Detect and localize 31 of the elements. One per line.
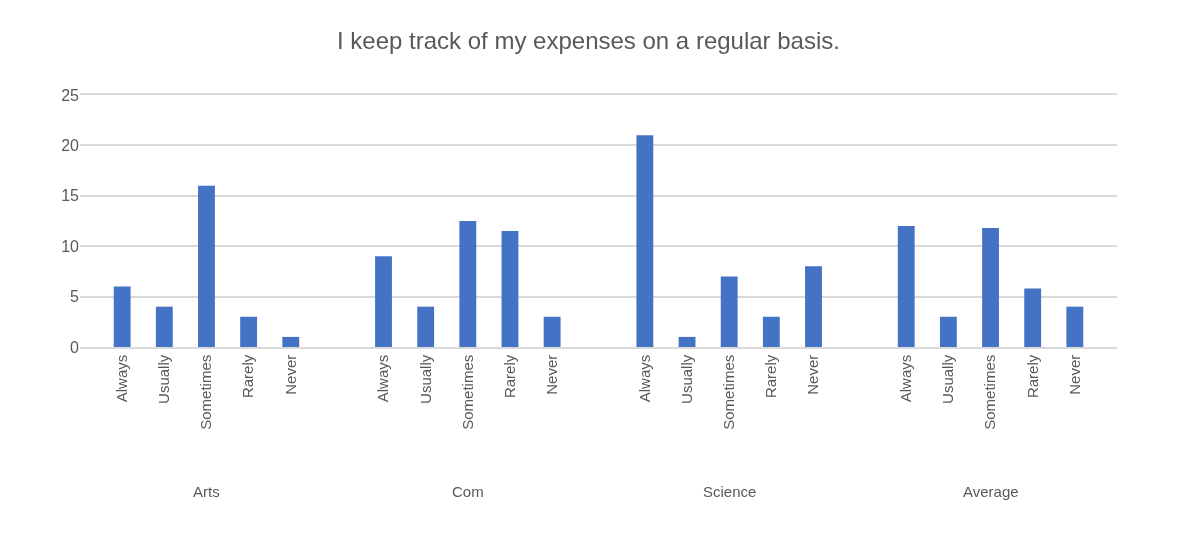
x-tick-label: Sometimes bbox=[197, 354, 215, 430]
x-tick-label: Always bbox=[897, 354, 915, 403]
y-tick-label: 20 bbox=[61, 137, 80, 154]
x-tick-label: Never bbox=[1065, 354, 1083, 395]
text: Arts bbox=[193, 483, 220, 500]
x-tick-label: Sometimes bbox=[720, 354, 738, 430]
x-tick-label: Always bbox=[113, 354, 131, 403]
x-tick-label: Sometimes bbox=[981, 354, 999, 430]
x-tick-label: Usually bbox=[416, 354, 434, 404]
x-tick-label: Rarely bbox=[239, 354, 257, 399]
x-tick-label: Never bbox=[543, 354, 561, 395]
x-tick-label: Usually bbox=[677, 354, 695, 404]
chart-title: I keep track of my expenses on a regular basis. bbox=[337, 27, 840, 55]
y-tick-label: 10 bbox=[61, 237, 80, 255]
y-tick-label: 5 bbox=[70, 288, 80, 306]
text: Science bbox=[703, 483, 757, 500]
x-tick-label: Usually bbox=[155, 354, 173, 404]
x-tick-label: Always bbox=[635, 354, 653, 403]
x-tick-label: Rarely bbox=[762, 354, 780, 399]
x-tick-label: Usually bbox=[939, 354, 957, 404]
x-tick-label: Rarely bbox=[500, 354, 518, 399]
x-tick-label: Sometimes bbox=[458, 354, 476, 430]
x-tick-label: Never bbox=[804, 354, 822, 395]
text: Average bbox=[963, 483, 1019, 500]
y-tick-label: 25 bbox=[61, 86, 80, 104]
text: Com bbox=[452, 483, 484, 500]
y-tick-label: 15 bbox=[61, 187, 80, 205]
x-tick-label: Never bbox=[281, 354, 299, 395]
y-tick-label: 0 bbox=[70, 338, 80, 356]
x-tick-label: Always bbox=[374, 354, 392, 403]
x-tick-label: Rarely bbox=[1023, 354, 1041, 399]
